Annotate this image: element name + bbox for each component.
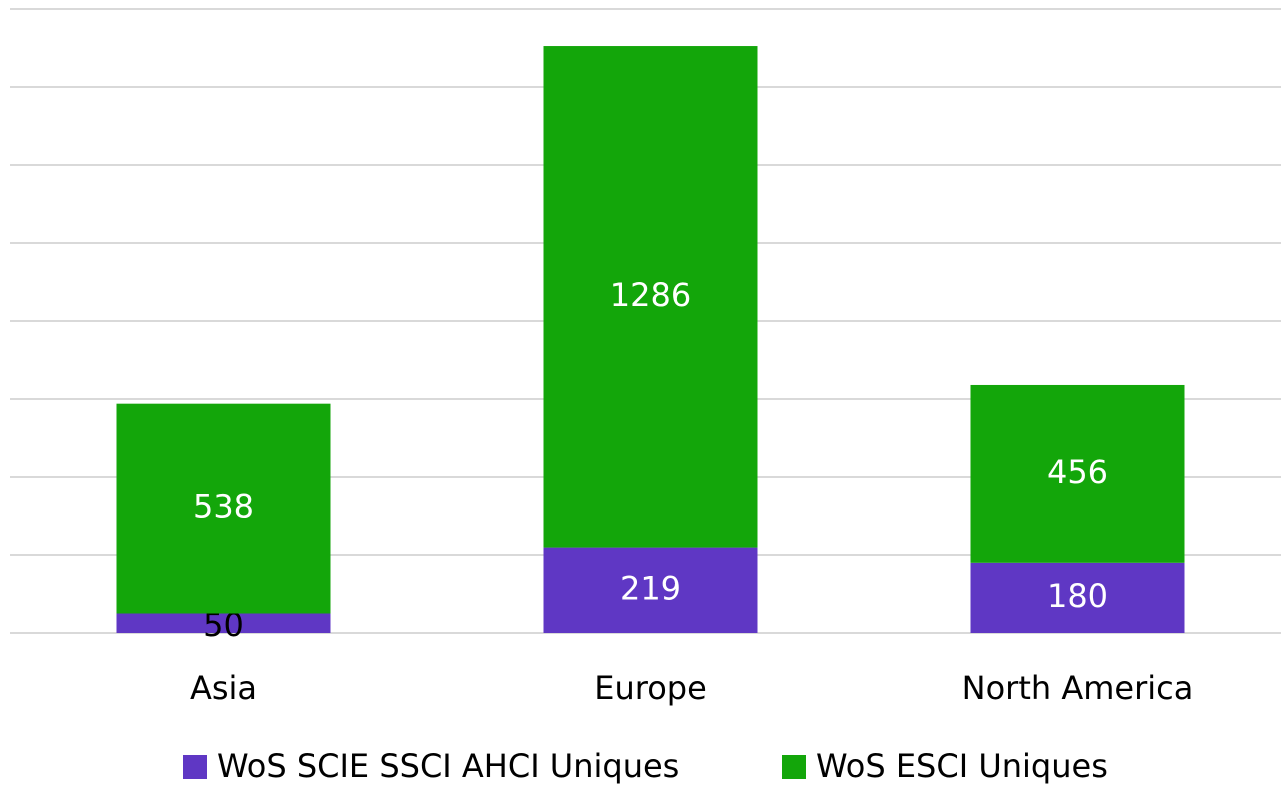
data-label: 538	[193, 488, 254, 526]
legend-swatch	[183, 755, 207, 779]
data-label: 1286	[610, 276, 691, 314]
data-label: 180	[1047, 577, 1108, 615]
data-label: 219	[620, 569, 681, 607]
x-tick-label: Asia	[190, 669, 257, 707]
bar-segment	[543, 547, 758, 633]
bar-segment	[970, 384, 1185, 563]
legend-swatch	[782, 755, 806, 779]
bar-segment	[116, 403, 331, 614]
bar-segment	[116, 613, 331, 633]
data-label: 456	[1047, 453, 1108, 491]
x-tick-label: Europe	[594, 669, 707, 707]
bar-segment	[970, 562, 1185, 633]
bar-segment	[543, 46, 758, 548]
legend-label: WoS SCIE SSCI AHCI Uniques	[217, 747, 679, 785]
x-tick-label: North America	[962, 669, 1194, 707]
legend-label: WoS ESCI Uniques	[816, 747, 1108, 785]
